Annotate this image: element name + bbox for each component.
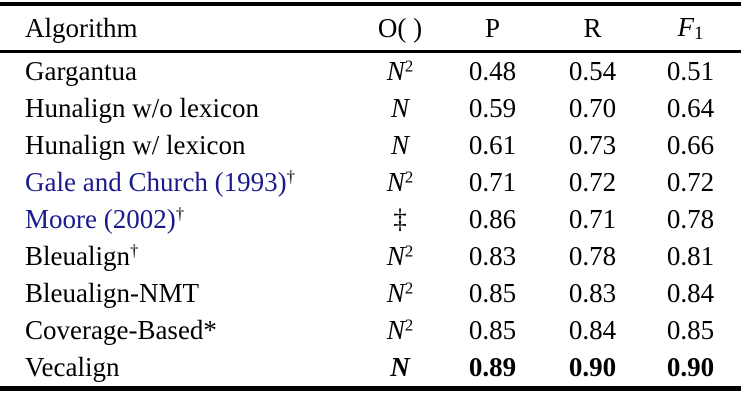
f1-cell: 0.84 — [666, 278, 715, 308]
col-header-precision: P — [484, 12, 501, 43]
table-row: Bleualign† N2 0.83 0.78 0.81 — [0, 238, 741, 275]
col-header-recall: R — [583, 12, 602, 43]
complexity-value: N — [390, 352, 410, 382]
complexity-cell: N2 — [360, 278, 440, 309]
algorithm-cell: Coverage-Based* — [0, 315, 360, 346]
citation-link[interactable]: Moore (2002) — [25, 204, 176, 235]
precision-cell: 0.89 — [468, 352, 517, 382]
f1-cell: 0.78 — [666, 204, 715, 234]
f1-cell: 0.51 — [666, 56, 715, 86]
f1-cell: 0.90 — [666, 352, 715, 382]
complexity-value: N — [386, 241, 405, 271]
algorithm-cell: Gale and Church (1993)† — [0, 167, 360, 198]
recall-cell: 0.84 — [568, 315, 617, 345]
recall-cell: 0.70 — [568, 93, 617, 123]
algorithm-cell: Moore (2002)† — [0, 204, 360, 235]
col-header-complexity: O( ) — [377, 12, 423, 43]
precision-cell: 0.48 — [468, 56, 517, 86]
algorithm-name: Bleualign — [25, 241, 130, 272]
table-header-rule — [0, 50, 741, 53]
algorithm-cell: Bleualign-NMT — [0, 278, 360, 309]
algorithm-cell: Gargantua — [0, 56, 360, 87]
f1-subscript: 1 — [694, 22, 704, 44]
f1-cell: 0.81 — [666, 241, 715, 271]
complexity-cell: N — [360, 130, 440, 161]
algorithm-name: Gargantua — [25, 56, 137, 87]
recall-cell: 0.72 — [568, 167, 617, 197]
table-row: Gargantua N2 0.48 0.54 0.51 — [0, 53, 741, 90]
recall-cell: 0.78 — [568, 241, 617, 271]
complexity-cell: N2 — [360, 56, 440, 87]
complexity-exponent: 2 — [404, 278, 414, 298]
algorithm-name: Hunalign w/ lexicon — [25, 130, 246, 161]
algorithm-name: Vecalign — [25, 352, 120, 383]
complexity-value: ‡ — [393, 204, 407, 234]
algorithm-cell: Hunalign w/ lexicon — [0, 130, 360, 161]
table-row: Vecalign N 0.89 0.90 0.90 — [0, 349, 741, 386]
complexity-value: N — [386, 56, 405, 86]
algorithm-name: Bleualign-NMT — [25, 278, 199, 309]
algorithm-cell: Vecalign — [0, 352, 360, 383]
footnote-dagger-icon: † — [129, 240, 139, 260]
complexity-value: N — [390, 93, 409, 123]
f1-cell: 0.64 — [666, 93, 715, 123]
recall-cell: 0.83 — [568, 278, 617, 308]
footnote-dagger-icon: † — [286, 166, 296, 186]
table-row: Coverage-Based* N2 0.85 0.84 0.85 — [0, 312, 741, 349]
precision-cell: 0.85 — [468, 315, 517, 345]
algorithm-name: Coverage-Based* — [25, 315, 217, 346]
table-bottom-rule — [0, 386, 741, 391]
algorithm-cell: Bleualign† — [0, 241, 360, 272]
complexity-cell: N2 — [360, 241, 440, 272]
complexity-cell: N2 — [360, 167, 440, 198]
complexity-exponent: 2 — [404, 167, 414, 187]
complexity-value: N — [390, 130, 409, 160]
f1-cell: 0.85 — [666, 315, 715, 345]
f1-cell: 0.66 — [666, 130, 715, 160]
complexity-value: N — [386, 167, 405, 197]
complexity-exponent: 2 — [404, 315, 414, 335]
recall-cell: 0.71 — [568, 204, 617, 234]
table-row: Gale and Church (1993)† N2 0.71 0.72 0.7… — [0, 164, 741, 201]
complexity-cell: N — [360, 93, 440, 124]
precision-cell: 0.59 — [468, 93, 517, 123]
table-row: Hunalign w/ lexicon N 0.61 0.73 0.66 — [0, 127, 741, 164]
table-body: Gargantua N2 0.48 0.54 0.51 Hunalign w/o… — [0, 53, 741, 386]
table-top-rule — [0, 2, 741, 6]
f1-symbol: F — [677, 11, 695, 42]
complexity-exponent: 2 — [404, 56, 414, 76]
complexity-cell: ‡ — [360, 204, 440, 235]
algorithm-name: Hunalign w/o lexicon — [25, 93, 259, 124]
col-header-algorithm: Algorithm — [25, 12, 138, 43]
complexity-cell: N — [360, 352, 440, 383]
table-row: Hunalign w/o lexicon N 0.59 0.70 0.64 — [0, 90, 741, 127]
footnote-dagger-icon: † — [175, 203, 185, 223]
f1-cell: 0.72 — [666, 167, 715, 197]
recall-cell: 0.73 — [568, 130, 617, 160]
complexity-exponent: 2 — [404, 241, 414, 261]
precision-cell: 0.61 — [468, 130, 517, 160]
algorithm-cell: Hunalign w/o lexicon — [0, 93, 360, 124]
precision-cell: 0.85 — [468, 278, 517, 308]
precision-cell: 0.83 — [468, 241, 517, 271]
complexity-value: N — [386, 315, 405, 345]
recall-cell: 0.54 — [568, 56, 617, 86]
complexity-value: N — [386, 278, 405, 308]
citation-link[interactable]: Gale and Church (1993) — [25, 167, 287, 198]
col-header-f1: F1 — [640, 12, 741, 45]
recall-cell: 0.90 — [568, 352, 617, 382]
precision-cell: 0.86 — [468, 204, 517, 234]
complexity-cell: N2 — [360, 315, 440, 346]
table-row: Moore (2002)† ‡ 0.86 0.71 0.78 — [0, 201, 741, 238]
precision-cell: 0.71 — [468, 167, 517, 197]
table-row: Bleualign-NMT N2 0.85 0.83 0.84 — [0, 275, 741, 312]
table-header-row: Algorithm O( ) P R F1 — [0, 6, 741, 50]
